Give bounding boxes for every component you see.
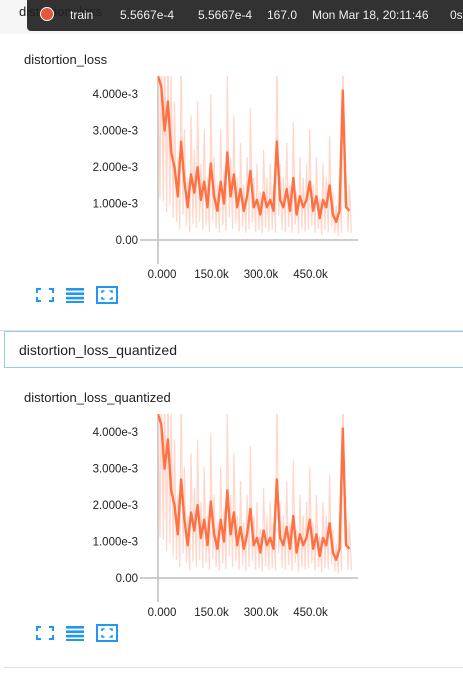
y-tick-label: 3.000e-3 bbox=[93, 464, 138, 476]
y-tick-label: 0.00 bbox=[116, 235, 138, 247]
y-tick-label: 3.000e-3 bbox=[93, 126, 138, 138]
chart-card-distortion-loss-quantized: distortion_loss_quantized 0.00 1.000e-3 2.… bbox=[4, 372, 463, 662]
x-tick-label: 150.0k bbox=[194, 269, 229, 281]
x-tick-label: 450.0k bbox=[293, 607, 328, 619]
chart-title: distortion_loss bbox=[24, 52, 108, 67]
tag-group-title: distortion_loss_quantized bbox=[19, 342, 177, 358]
hover-tooltip: train 5.5667e-4 5.5667e-4 167.0 Mon Mar … bbox=[27, 0, 463, 31]
tooltip-relative: 0s bbox=[450, 8, 463, 22]
tooltip-time: Mon Mar 18, 20:11:46 bbox=[312, 8, 429, 22]
y-tick-label: 1.000e-3 bbox=[93, 537, 138, 549]
toggle-lines-icon[interactable] bbox=[64, 624, 86, 642]
plot-area bbox=[158, 76, 352, 236]
y-tick-label: 4.000e-3 bbox=[93, 427, 138, 439]
y-tick-label: 2.000e-3 bbox=[93, 500, 138, 512]
chart-title: distortion_loss_quantized bbox=[24, 390, 171, 405]
x-tick-label: 300.0k bbox=[244, 607, 279, 619]
fit-to-screen-icon[interactable] bbox=[34, 624, 56, 642]
x-tick-label: 450.0k bbox=[293, 269, 328, 281]
y-tick-label: 1.000e-3 bbox=[93, 199, 138, 211]
tooltip-run: train bbox=[70, 8, 94, 22]
toggle-lines-icon[interactable] bbox=[64, 286, 86, 304]
tooltip-smoothed: 5.5667e-4 bbox=[120, 8, 175, 22]
fit-domain-icon[interactable] bbox=[96, 624, 118, 642]
y-tick-label: 4.000e-3 bbox=[93, 89, 138, 101]
y-tick-label: 2.000e-3 bbox=[93, 162, 138, 174]
series-line bbox=[158, 76, 351, 223]
line-chart[interactable]: 0.00 1.000e-3 2.000e-3 3.000e-3 4.000e-3 0.00… bbox=[4, 34, 463, 284]
tooltip-step: 167.0 bbox=[267, 8, 298, 22]
fit-to-screen-icon[interactable] bbox=[34, 286, 56, 304]
x-tick-label: 0.000 bbox=[148, 607, 177, 619]
x-tick-label: 0.000 bbox=[148, 269, 177, 281]
tag-group-header[interactable]: distortion_loss_quantized bbox=[4, 331, 463, 368]
run-color-dot bbox=[40, 7, 54, 21]
plot-area bbox=[158, 414, 352, 574]
fit-domain-icon[interactable] bbox=[96, 286, 118, 304]
chart-card-distortion-loss: distortion_loss 0.00 1.000e-3 2.000e-3 3.00… bbox=[4, 34, 463, 324]
x-tick-label: 150.0k bbox=[194, 607, 229, 619]
tooltip-value: 5.5667e-4 bbox=[198, 8, 253, 22]
series-line bbox=[158, 414, 351, 561]
divider bbox=[4, 667, 463, 668]
line-chart[interactable]: 0.00 1.000e-3 2.000e-3 3.000e-3 4.000e-3 0.00… bbox=[4, 372, 463, 622]
y-tick-label: 0.00 bbox=[116, 573, 138, 585]
x-tick-label: 300.0k bbox=[244, 269, 279, 281]
divider bbox=[0, 330, 463, 331]
